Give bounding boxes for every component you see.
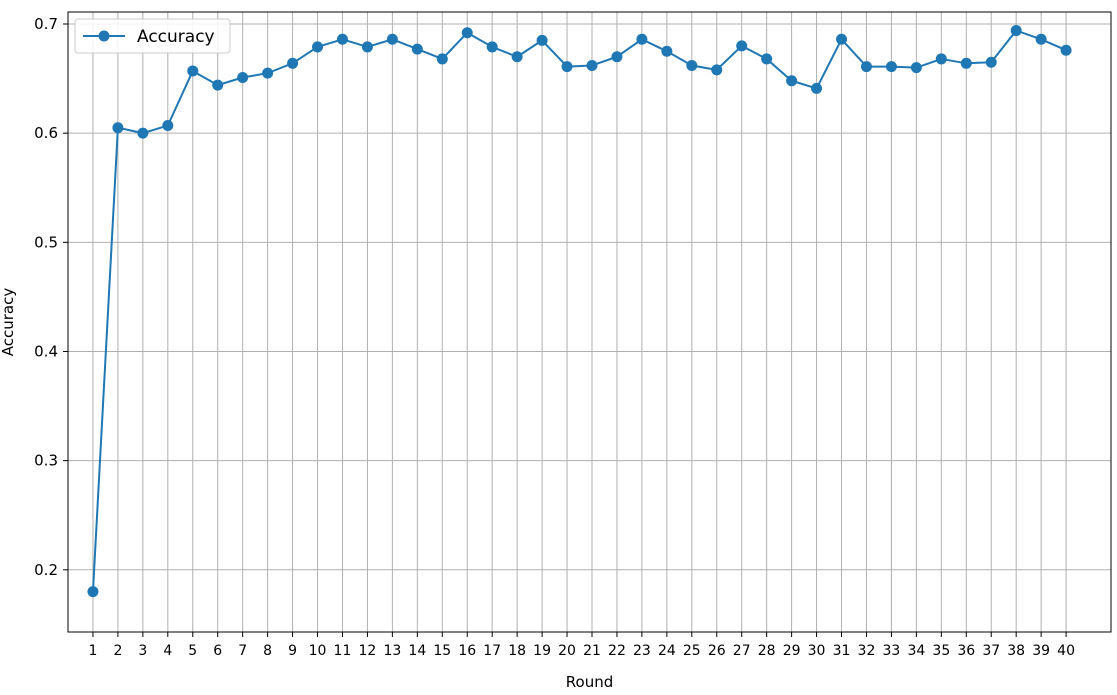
data-point bbox=[187, 65, 199, 77]
data-point bbox=[461, 27, 473, 39]
y-tick-label: 0.4 bbox=[34, 342, 58, 360]
data-point bbox=[162, 120, 174, 132]
x-tick-label: 6 bbox=[213, 643, 222, 659]
x-tick-label: 20 bbox=[558, 643, 576, 659]
x-tick-label: 33 bbox=[883, 643, 901, 659]
series-layer bbox=[87, 25, 1072, 598]
x-tick-label: 23 bbox=[633, 643, 651, 659]
data-point bbox=[112, 122, 124, 134]
x-tick-label: 14 bbox=[408, 643, 426, 659]
data-point bbox=[586, 59, 598, 71]
x-tick-label: 25 bbox=[683, 643, 701, 659]
data-point bbox=[561, 61, 573, 73]
series-line-accuracy bbox=[91, 29, 1067, 592]
x-tick-label: 32 bbox=[858, 643, 876, 659]
x-tick-label: 10 bbox=[309, 643, 327, 659]
data-point bbox=[885, 61, 897, 73]
x-tick-label: 9 bbox=[288, 643, 297, 659]
plot-area-frame bbox=[67, 11, 1112, 633]
x-tick-label: 11 bbox=[334, 643, 352, 659]
x-tick-label: 28 bbox=[758, 643, 776, 659]
x-tick-label: 13 bbox=[383, 643, 401, 659]
data-point bbox=[935, 53, 947, 65]
x-tick-label: 21 bbox=[583, 643, 601, 659]
data-point bbox=[985, 56, 997, 68]
data-point bbox=[711, 64, 723, 76]
x-tick-label: 38 bbox=[1007, 643, 1025, 659]
x-tick-label: 24 bbox=[658, 643, 676, 659]
x-tick-label: 35 bbox=[932, 643, 950, 659]
data-point bbox=[661, 45, 673, 57]
x-tick-label: 19 bbox=[533, 643, 551, 659]
y-tick-label: 0.7 bbox=[34, 15, 58, 33]
data-point bbox=[262, 67, 274, 79]
data-point bbox=[336, 33, 348, 45]
data-point bbox=[212, 79, 224, 91]
y-tick-label: 0.3 bbox=[34, 452, 58, 470]
data-point bbox=[287, 57, 299, 69]
y-axis-label: Accuracy bbox=[0, 288, 17, 357]
x-tick-label: 39 bbox=[1032, 643, 1050, 659]
data-point bbox=[960, 57, 972, 69]
data-point bbox=[636, 33, 648, 45]
x-tick-label: 17 bbox=[483, 643, 501, 659]
data-point bbox=[811, 82, 823, 94]
data-point bbox=[1060, 44, 1072, 56]
data-point bbox=[761, 53, 773, 65]
data-point bbox=[611, 51, 623, 63]
y-tick-label: 0.2 bbox=[34, 561, 58, 579]
data-point bbox=[1035, 33, 1047, 45]
x-tick-label: 16 bbox=[458, 643, 476, 659]
data-point bbox=[312, 41, 324, 53]
x-tick-label: 4 bbox=[163, 643, 172, 659]
axis-ticks: 1 2 3 4 5 6 7 8 9 10 11 12 13 14 15 16 17 18 19 20 21 22 23 24 2… bbox=[34, 15, 1075, 659]
x-axis-label: Round bbox=[566, 673, 613, 691]
x-tick-label: 8 bbox=[263, 643, 272, 659]
x-tick-label: 5 bbox=[188, 643, 197, 659]
data-point bbox=[536, 34, 548, 46]
data-point bbox=[686, 59, 698, 71]
x-tick-label: 29 bbox=[783, 643, 801, 659]
x-tick-label: 30 bbox=[808, 643, 826, 659]
legend-marker-swatch bbox=[98, 30, 110, 42]
x-tick-label: 27 bbox=[733, 643, 751, 659]
data-point bbox=[910, 62, 922, 74]
data-point bbox=[836, 33, 848, 45]
legend-label: Accuracy bbox=[137, 27, 215, 47]
x-tick-label: 34 bbox=[907, 643, 925, 659]
data-point bbox=[511, 51, 523, 63]
data-point bbox=[736, 40, 748, 52]
x-tick-label: 22 bbox=[608, 643, 626, 659]
data-point bbox=[486, 41, 498, 53]
legend: Accuracy bbox=[74, 18, 231, 54]
x-tick-label: 18 bbox=[508, 643, 526, 659]
x-tick-label: 31 bbox=[833, 643, 851, 659]
data-point bbox=[411, 43, 423, 55]
data-point bbox=[237, 71, 249, 83]
x-tick-label: 26 bbox=[708, 643, 726, 659]
y-tick-label: 0.5 bbox=[34, 233, 58, 251]
data-point bbox=[137, 127, 149, 139]
x-tick-label: 1 bbox=[88, 643, 97, 659]
grid bbox=[68, 12, 1111, 632]
x-tick-label: 15 bbox=[433, 643, 451, 659]
x-tick-label: 36 bbox=[957, 643, 975, 659]
legend-box bbox=[74, 18, 231, 54]
data-point bbox=[1010, 25, 1022, 37]
data-point bbox=[361, 41, 373, 53]
data-point bbox=[87, 586, 99, 598]
x-tick-label: 37 bbox=[982, 643, 1000, 659]
x-tick-label: 2 bbox=[113, 643, 122, 659]
x-tick-label: 7 bbox=[238, 643, 247, 659]
y-tick-label: 0.6 bbox=[34, 124, 58, 142]
data-point bbox=[436, 53, 448, 65]
data-point bbox=[860, 61, 872, 73]
x-tick-label: 40 bbox=[1057, 643, 1075, 659]
x-tick-label: 3 bbox=[138, 643, 147, 659]
data-point bbox=[786, 75, 798, 87]
data-point bbox=[386, 33, 398, 45]
x-tick-label: 12 bbox=[359, 643, 377, 659]
